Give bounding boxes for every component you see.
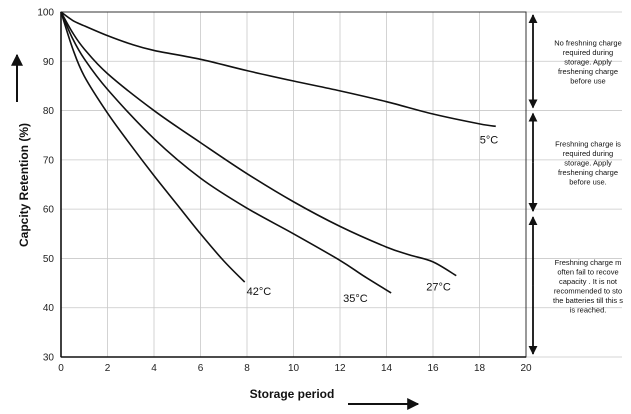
y-tick-label-70: 70 <box>43 155 55 166</box>
zone-note-3-line-5: the batteries till this s <box>553 296 623 305</box>
zone-note-1-line-2: required during <box>563 48 613 57</box>
zone-note-1-line-3: storage. Apply <box>564 57 612 66</box>
zone-note-3-line-1: Freshning charge m <box>555 258 622 267</box>
series-label-27c: 27°C <box>426 282 451 294</box>
series-line-27c <box>60 11 457 277</box>
x-tick-label-0: 0 <box>58 363 64 374</box>
grid <box>60 11 622 358</box>
zone-note-3-line-3: capacity . It is not <box>559 277 618 286</box>
x-tick-label-10: 10 <box>288 363 300 374</box>
x-tick-label-2: 2 <box>105 363 111 374</box>
zone-note-1-line-1: No freshning charge <box>554 38 622 47</box>
plot-frame <box>60 11 527 358</box>
x-tick-label-18: 18 <box>474 363 486 374</box>
zone-note-2-line-1: Freshning charge is <box>555 139 621 148</box>
y-tick-label-90: 90 <box>43 57 55 68</box>
x-tick-label-20: 20 <box>520 363 532 374</box>
y-tick-label-100: 100 <box>37 8 54 19</box>
x-axis-label: Storage period <box>250 387 335 401</box>
zone-note-3-line-4: recommended to sto <box>554 286 622 295</box>
y-tick-label-80: 80 <box>43 106 55 117</box>
series-line-42c <box>60 11 246 283</box>
x-tick-label-16: 16 <box>427 363 439 374</box>
x-tick-label-6: 6 <box>198 363 204 374</box>
tick-labels: 0 2 4 6 8 10 12 14 16 18 20 30 40 50 60 70 80 90 100 <box>37 8 532 375</box>
series-lines <box>60 11 496 294</box>
zone-note-3-line-2: often fail to recove <box>557 267 618 276</box>
series-labels: 5°C 27°C 35°C 42°C <box>247 134 499 305</box>
y-tick-label-60: 60 <box>43 205 55 216</box>
zone-note-2-line-2: required during <box>563 149 613 158</box>
y-tick-label-50: 50 <box>43 254 55 265</box>
series-label-35c: 35°C <box>343 293 368 305</box>
y-tick-label-30: 30 <box>43 353 55 364</box>
y-axis-label: Capcity Retention (%) <box>17 123 31 247</box>
x-tick-label-8: 8 <box>244 363 250 374</box>
zone-note-2-line-4: freshening charge <box>558 168 618 177</box>
series-label-5c: 5°C <box>480 134 499 146</box>
y-tick-label-40: 40 <box>43 303 55 314</box>
zone-note-1-line-4: freshening charge <box>558 67 618 76</box>
series-line-5c <box>60 11 496 128</box>
series-label-42c: 42°C <box>247 286 272 298</box>
x-tick-label-14: 14 <box>381 363 393 374</box>
zone-note-2-line-3: storage. Apply <box>564 158 612 167</box>
zone-note-1-line-5: before use <box>570 76 605 85</box>
zone-note-2-line-5: before use. <box>569 177 607 186</box>
zone-note-3-line-6: is reached. <box>570 305 607 314</box>
x-tick-label-12: 12 <box>334 363 346 374</box>
x-tick-label-4: 4 <box>151 363 157 374</box>
series-line-35c <box>60 11 392 294</box>
